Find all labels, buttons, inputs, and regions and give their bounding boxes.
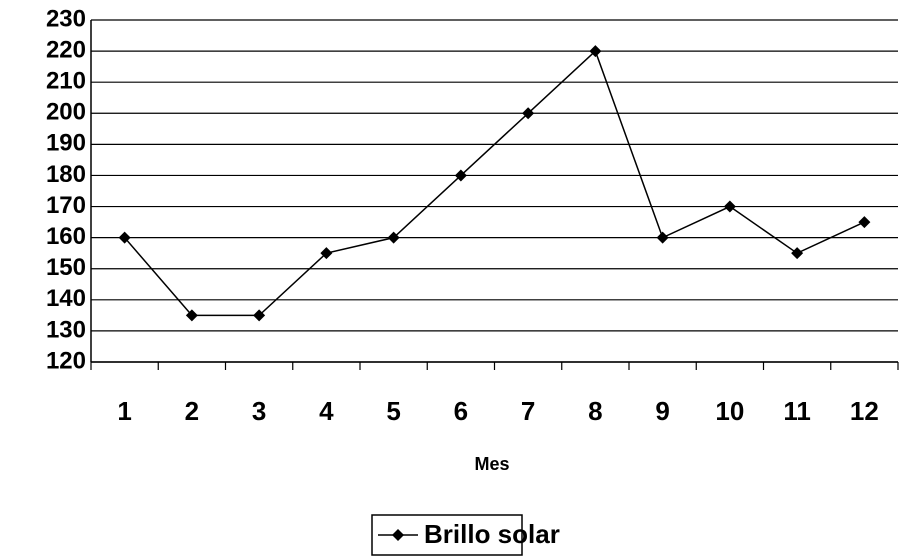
marker	[185, 309, 198, 322]
y-tick-label: 190	[46, 130, 86, 157]
series-line	[124, 49, 865, 317]
x-tick-label: 5	[386, 396, 400, 426]
x-tick-label: 9	[655, 396, 669, 426]
marker	[589, 45, 602, 58]
x-tick-label: 10	[715, 396, 744, 426]
marker	[118, 231, 131, 244]
y-tick-label: 200	[46, 99, 86, 126]
y-tick-label: 120	[46, 347, 86, 374]
legend-marker	[392, 529, 404, 541]
y-tick-label: 160	[46, 223, 86, 250]
y-tick-label: 130	[46, 316, 86, 343]
x-tick-label: 12	[850, 396, 879, 426]
x-tick-label: 11	[783, 396, 811, 426]
y-tick-label: 170	[46, 192, 86, 219]
marker	[387, 231, 400, 244]
marker	[522, 107, 535, 120]
x-tick-label: 3	[252, 396, 266, 426]
y-tick-label: 180	[46, 161, 86, 188]
x-tick-label: 1	[117, 396, 131, 426]
x-tick-label: 4	[319, 396, 334, 426]
x-tick-label: 8	[588, 396, 602, 426]
x-tick-label: 7	[521, 396, 535, 426]
marker	[656, 231, 669, 244]
x-tick-label: 2	[185, 396, 199, 426]
y-tick-label: 230	[46, 5, 86, 32]
x-axis-label: Mes	[474, 454, 509, 474]
marker	[320, 247, 333, 260]
legend-label: Brillo solar	[424, 519, 560, 549]
marker	[791, 247, 804, 260]
y-tick-label: 140	[46, 285, 86, 312]
y-tick-label: 150	[46, 254, 86, 281]
y-tick-label: 210	[46, 68, 86, 95]
x-tick-label: 6	[454, 396, 468, 426]
marker	[858, 216, 871, 229]
marker	[723, 200, 736, 213]
marker	[253, 309, 266, 322]
marker	[454, 169, 467, 182]
y-tick-label: 220	[46, 36, 86, 63]
